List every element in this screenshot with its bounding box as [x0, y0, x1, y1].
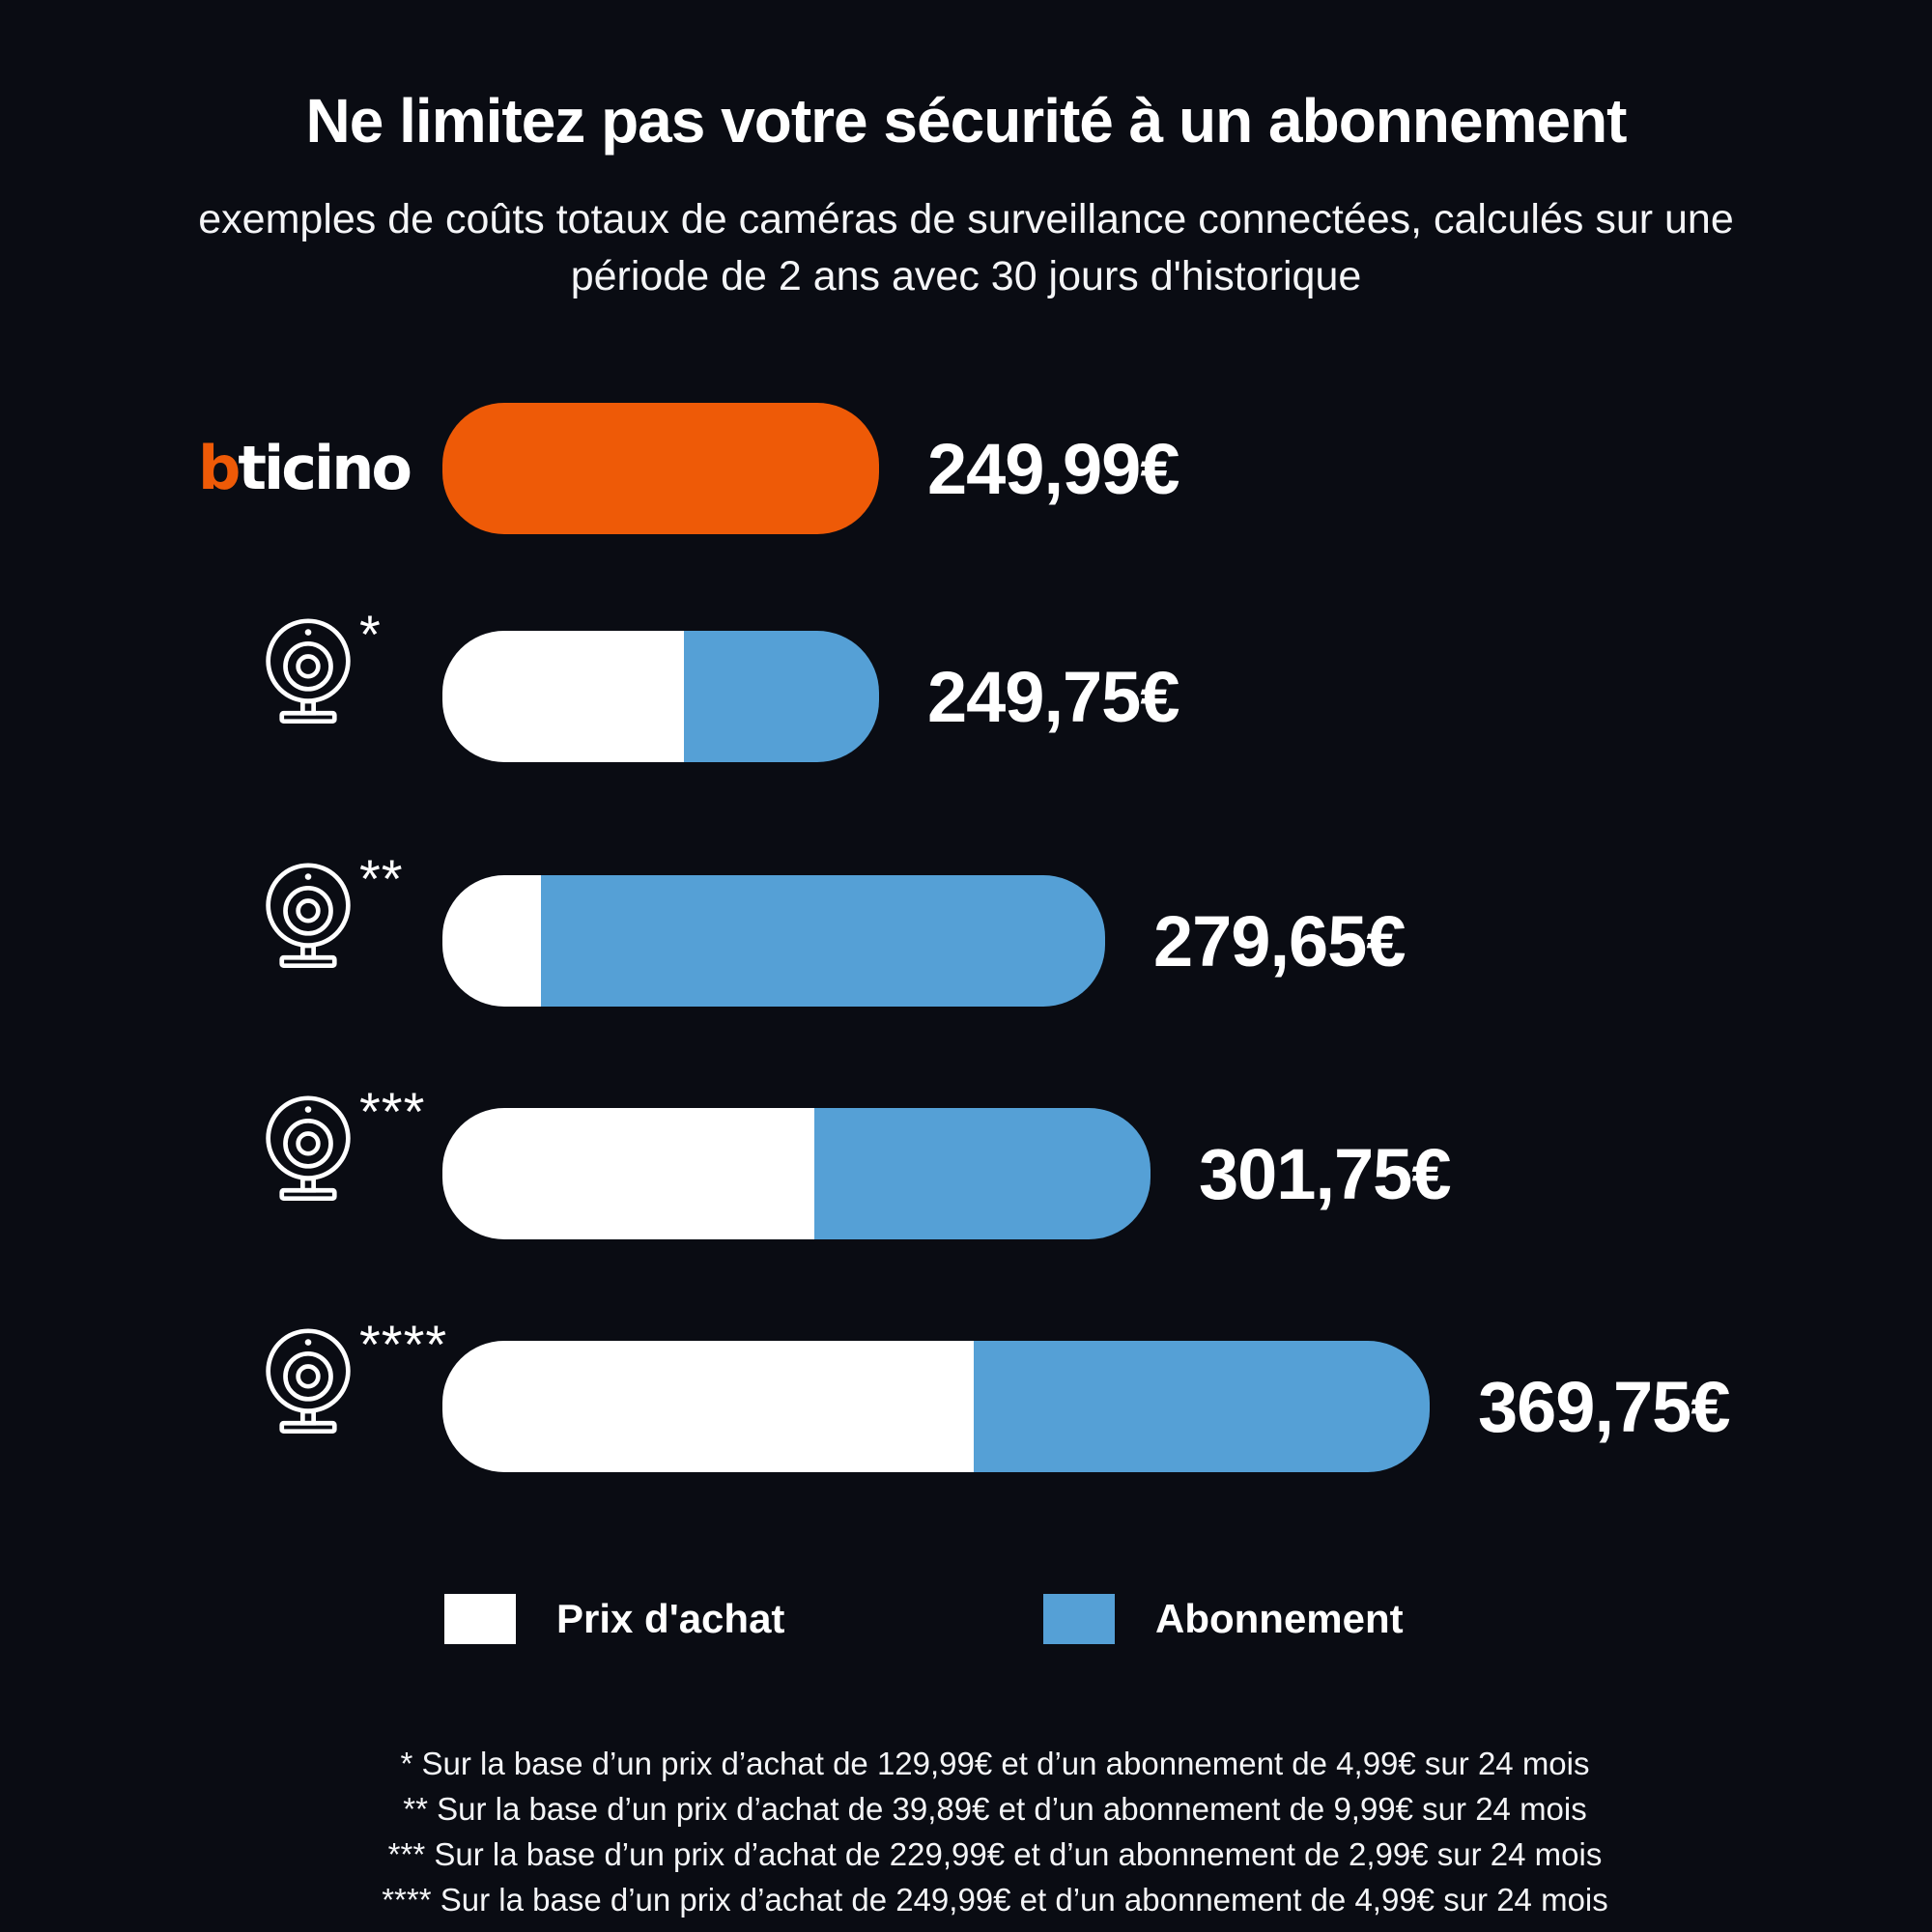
total-cost-label: 249,99€: [927, 428, 1179, 509]
subtitle-line-2: période de 2 ans avec 30 jours d'histori…: [570, 253, 1362, 299]
purchase-segment: [442, 875, 541, 1007]
chart-row-camera-3: *** 301,75€: [0, 1085, 1932, 1239]
cost-bar: [442, 1341, 1430, 1472]
chart-row-camera-2: ** 279,65€: [0, 852, 1932, 1007]
bticino-logo: bticino: [198, 439, 412, 498]
footnote-marker: ****: [359, 1314, 448, 1375]
subtitle-line-1: exemples de coûts totaux de caméras de s…: [198, 196, 1734, 242]
subscription-segment: [814, 1108, 1151, 1239]
total-cost-label: 301,75€: [1199, 1133, 1451, 1214]
footnote-marker: ***: [359, 1081, 426, 1142]
chart-row-camera-1: * 249,75€: [0, 608, 1932, 762]
footnote-4: **** Sur la base d’un prix d’achat de 24…: [382, 1882, 1608, 1918]
bticino-logo-b: b: [198, 433, 241, 503]
subscription-swatch: [1043, 1594, 1115, 1644]
purchase-segment: [442, 631, 684, 762]
cost-bar: [442, 875, 1105, 1007]
total-cost-label: 249,75€: [927, 656, 1179, 737]
bticino-logo-rest: ticino: [238, 433, 412, 503]
footnote-marker: **: [359, 848, 404, 909]
footnotes: * Sur la base d’un prix d’achat de 129,9…: [58, 1741, 1932, 1922]
camera-icon-group: ***: [263, 1085, 425, 1203]
webcam-icon: [266, 618, 351, 724]
cost-bar: [442, 403, 879, 534]
webcam-icon: [266, 863, 351, 969]
camera-icon-group: *: [263, 608, 382, 725]
webcam-icon: [266, 1095, 351, 1202]
footnote-marker: *: [359, 604, 382, 665]
camera-icon-group: **: [263, 852, 404, 970]
footnote-1: * Sur la base d’un prix d’achat de 129,9…: [400, 1746, 1590, 1781]
subscription-segment: [974, 1341, 1430, 1472]
legend-label-subscription: Abonnement: [1155, 1596, 1404, 1641]
chart-row-camera-4: **** 369,75€: [0, 1318, 1932, 1472]
subscription-segment: [684, 631, 879, 762]
purchase-segment: [442, 1341, 974, 1472]
camera-icon-group: ****: [263, 1318, 447, 1435]
webcam-icon: [266, 1328, 351, 1435]
cost-bar: [442, 631, 879, 762]
total-cost-label: 369,75€: [1478, 1366, 1730, 1447]
subscription-segment: [541, 875, 1105, 1007]
chart-row-bticino: bticino 249,99€: [0, 403, 1932, 534]
footnote-2: ** Sur la base d’un prix d’achat de 39,8…: [403, 1791, 1587, 1827]
purchase-segment: [442, 1108, 814, 1239]
page-subtitle: exemples de coûts totaux de caméras de s…: [0, 191, 1932, 305]
legend-item-subscription: Abonnement: [1043, 1594, 1404, 1644]
purchase-segment: [442, 403, 879, 534]
legend-item-purchase: Prix d'achat: [444, 1594, 784, 1644]
legend-label-purchase: Prix d'achat: [556, 1596, 785, 1641]
total-cost-label: 279,65€: [1153, 900, 1406, 981]
purchase-swatch: [444, 1594, 516, 1644]
page-title: Ne limitez pas votre sécurité à un abonn…: [305, 86, 1628, 156]
footnote-3: *** Sur la base d’un prix d’achat de 229…: [387, 1836, 1603, 1872]
cost-bar: [442, 1108, 1151, 1239]
